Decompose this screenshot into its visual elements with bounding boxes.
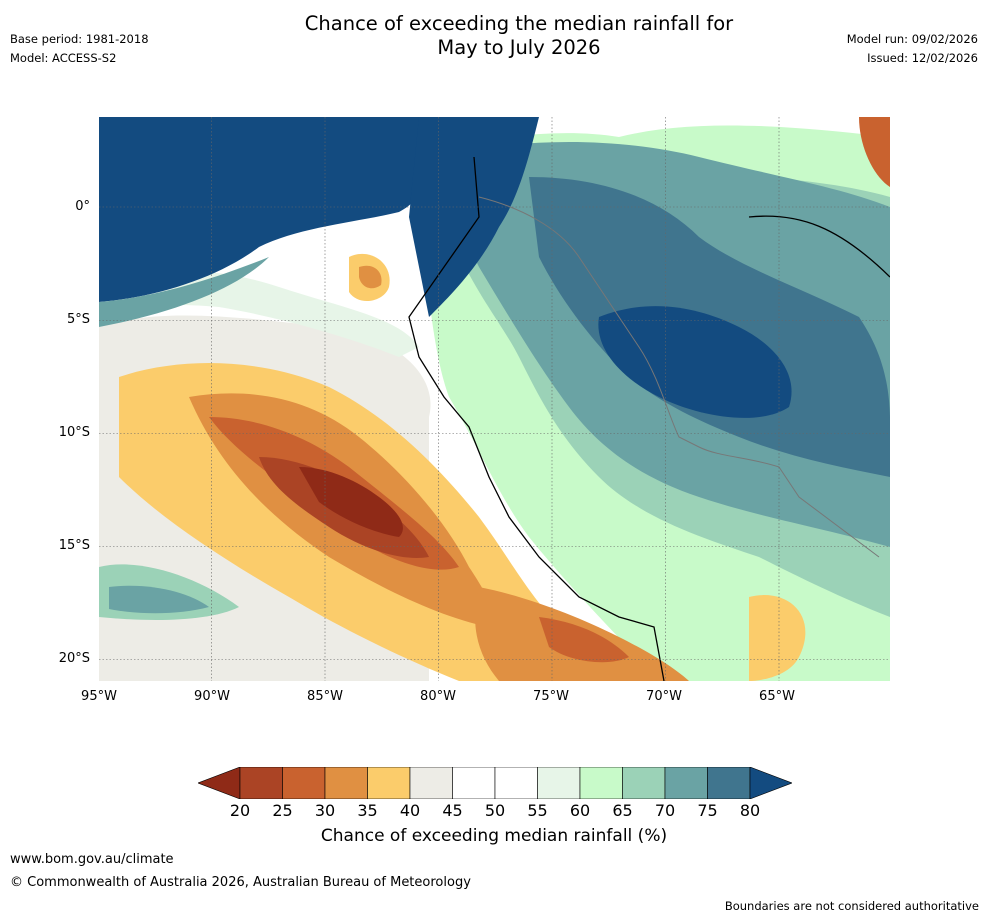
- legend-tick: 50: [484, 801, 506, 820]
- graticule: [99, 117, 890, 681]
- lon-label-90w: 90°W: [194, 689, 230, 704]
- country-border: [478, 196, 880, 558]
- lat-label-0: 0°: [75, 199, 90, 214]
- chart-title: Chance of exceeding the median rainfall …: [219, 12, 819, 60]
- legend-tick: 45: [442, 801, 463, 820]
- model-run: Model run: 09/02/2026: [846, 32, 978, 46]
- legend-label: Chance of exceeding median rainfall (%): [320, 826, 668, 846]
- legend-tick: 30: [314, 801, 336, 820]
- lon-label-75w: 75°W: [533, 689, 569, 704]
- region-70-sw: [109, 585, 209, 614]
- legend-swatch: [324, 767, 368, 799]
- legend-tick: 35: [357, 801, 378, 820]
- legend-arrow-under: [198, 767, 241, 799]
- lat-label-15s: 15°S: [58, 538, 90, 553]
- legend-tick: 25: [272, 801, 293, 820]
- legend-tick: 60: [569, 801, 591, 820]
- rainfall-map: [99, 117, 890, 681]
- legend-tick: 40: [399, 801, 421, 820]
- lon-label-70w: 70°W: [646, 689, 682, 704]
- title-line-1: Chance of exceeding the median rainfall …: [304, 12, 734, 35]
- coastline-west: [408, 156, 665, 681]
- region-70-ocean-band: [99, 257, 269, 327]
- coastline-amazon: [748, 215, 890, 278]
- region-80-amazon: [598, 306, 792, 418]
- lat-label-20s: 20°S: [58, 651, 90, 666]
- legend-tick: 65: [612, 801, 633, 820]
- region-35-bolivia: [749, 595, 806, 681]
- region-80-coast: [409, 117, 539, 317]
- region-25-ne: [859, 117, 890, 187]
- region-30-blob: [359, 265, 382, 289]
- legend-tick: 55: [527, 801, 548, 820]
- issued-date: Issued: 12/02/2026: [867, 51, 978, 65]
- legend-tick: 80: [739, 801, 761, 820]
- legend-swatch: [282, 767, 326, 799]
- title-line-2: May to July 2026: [437, 36, 601, 59]
- legend-colorbar: [198, 767, 792, 799]
- legend-swatch: [367, 767, 411, 799]
- legend-swatch: [664, 767, 708, 799]
- lon-label-65w: 65°W: [759, 689, 795, 704]
- legend-swatch: [579, 767, 623, 799]
- legend-swatch: [537, 767, 581, 799]
- lon-label-95w: 95°W: [81, 689, 117, 704]
- legend-swatch: [494, 767, 538, 799]
- legend-swatch: [452, 767, 496, 799]
- lon-label-85w: 85°W: [307, 689, 343, 704]
- footer-url: www.bom.gov.au/climate: [10, 852, 174, 867]
- legend-tick: 70: [654, 801, 676, 820]
- legend-swatch: [622, 767, 666, 799]
- region-25-south: [539, 617, 629, 663]
- footer-copyright: © Commonwealth of Australia 2026, Austra…: [10, 875, 471, 890]
- lat-label-5s: 5°S: [66, 312, 90, 327]
- legend-tick: 20: [229, 801, 251, 820]
- lat-label-10s: 10°S: [58, 425, 90, 440]
- legend-swatch: [409, 767, 453, 799]
- legend-tick: 75: [697, 801, 718, 820]
- meta-right: Model run: 09/02/2026 Issued: 12/02/2026: [847, 30, 978, 68]
- legend-arrow-over: [749, 767, 792, 799]
- meta-left: Base period: 1981-2018 Model: ACCESS-S2: [10, 30, 149, 68]
- base-period: Base period: 1981-2018: [10, 32, 149, 46]
- lon-label-80w: 80°W: [420, 689, 456, 704]
- footer-disclaimer: Boundaries are not considered authoritat…: [724, 899, 979, 913]
- legend-swatch: [239, 767, 283, 799]
- legend-swatch: [707, 767, 751, 799]
- region-80-north-ocean: [99, 117, 459, 302]
- model-name: Model: ACCESS-S2: [10, 51, 117, 65]
